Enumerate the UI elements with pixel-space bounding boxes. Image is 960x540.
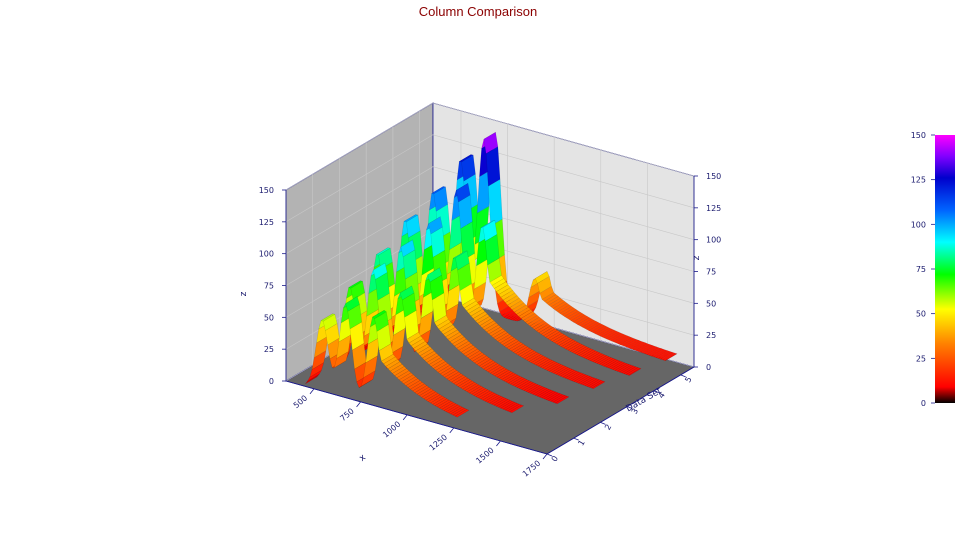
colorbar-tick-label: 25 [916,354,926,363]
z-tick-right-label: 150 [706,172,721,181]
x-tick-label: 1000 [381,420,402,440]
y-tick [573,437,579,441]
x-axis-title: x [358,452,369,464]
surface-cell [628,368,642,376]
x-tick [402,414,408,421]
y-axis-line [546,366,695,455]
x-tick-label: 1500 [474,446,495,466]
z-tick-right-label: 25 [706,331,716,340]
colorbar-tick-label: 125 [911,176,926,185]
y-tick [546,453,553,457]
y-tick [680,374,686,378]
colorbar-axis: 0 25 50 75 100 125 150 [911,131,935,408]
y-tick-label: 1 [576,438,586,447]
colorbar [935,135,955,403]
z-tick-left-label: 0 [269,377,274,386]
y-tick-label: 4 [657,391,667,400]
z-tick-right-label: 75 [706,268,716,277]
y-tick-label: 3 [630,407,640,416]
surface-ribbon-data-set-5 [443,131,678,361]
z-tick-left-label: 25 [264,345,274,354]
z-tick-right-label: 125 [706,204,721,213]
z-tick-right-label: 100 [706,236,721,245]
z-axis-right: 0 25 50 75 100 125 150 [693,172,721,372]
y-axis: 0 1 2 3 4 5 [546,366,695,463]
surface-ribbons [305,131,678,418]
z-tick-left-label: 125 [259,218,274,227]
z-tick-left-label: 50 [264,313,274,322]
gridline-z [285,134,695,223]
surface-cell [485,146,501,187]
y-tick [600,421,606,425]
surface-cell [488,179,503,227]
surface-cell [664,353,678,361]
colorbar-tick-label: 100 [911,220,926,229]
x-tick [496,440,501,447]
y-tick-label: 2 [603,423,613,432]
y-tick [627,406,633,409]
z-axis-left-title: z [239,291,249,296]
x-tick [309,388,315,395]
x-tick-label: 1250 [428,433,449,453]
z-tick-left-label: 100 [259,250,274,259]
surface-ribbon-data-set-0 [305,296,470,418]
surface-cell [591,381,606,389]
z-tick-right-label: 0 [706,363,711,372]
x-tick-label: 500 [292,393,309,410]
x-tick-label: 1750 [521,459,542,479]
surface-cell [554,395,570,404]
chart-title: Column Comparison [419,4,538,19]
surface-cell [454,409,470,418]
z-tick-left-label: 75 [264,282,274,291]
gridline-z [285,102,695,191]
y-tick-label: 0 [550,454,560,463]
x-tick [449,427,455,434]
y-tick [653,390,660,394]
x-axis-line [285,380,548,455]
z-tick-right-label: 50 [706,299,716,308]
colorbar-tick-label: 50 [916,310,926,319]
z-axis-left: 0 25 50 75 100 125 150 [259,186,287,386]
surface-cell [509,404,525,413]
colorbar-tick-label: 75 [916,265,926,274]
z-axis-right-title: z [692,255,702,260]
y-tick-label: 5 [683,375,693,384]
gridline-z [285,166,695,254]
x-tick [542,453,548,460]
x-tick-label: 750 [338,406,355,423]
colorbar-tick-label: 0 [921,399,926,408]
z-tick-left-label: 150 [259,186,274,195]
colorbar-tick-label: 150 [911,131,926,140]
x-tick [356,401,361,408]
